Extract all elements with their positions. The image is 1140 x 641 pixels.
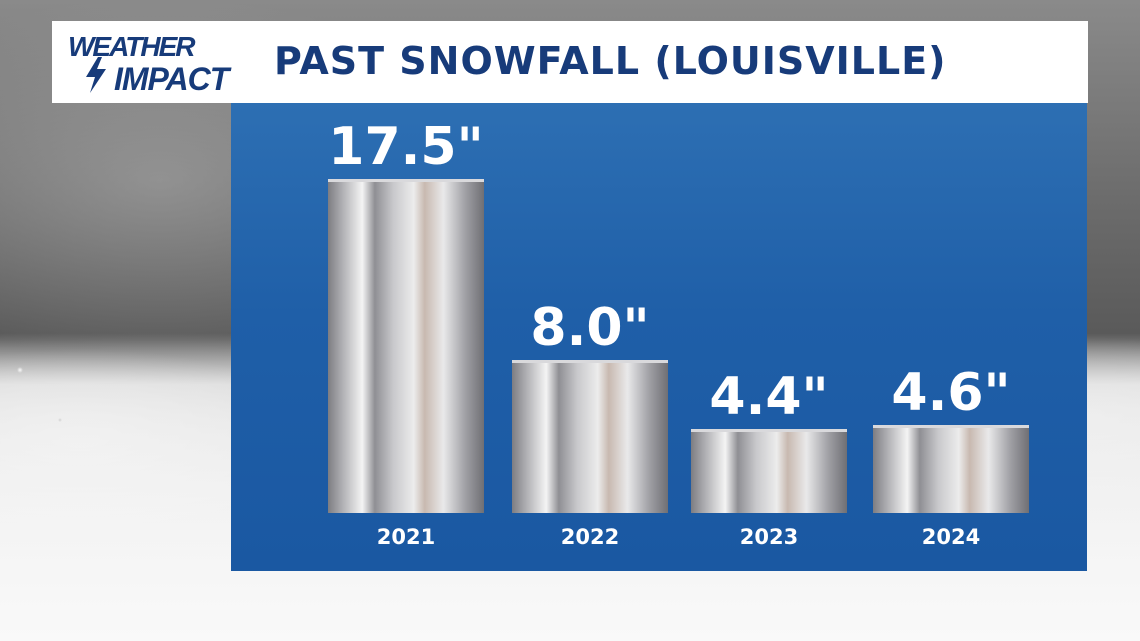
lightning-bolt-icon — [86, 57, 106, 93]
chart-panel: 17.5" 2021 8.0" 2022 4.4" 2023 4.6" 2024 — [231, 103, 1087, 571]
x-tick-label-2024: 2024 — [921, 525, 981, 549]
logo-line2: IMPACT — [114, 61, 229, 97]
value-label-2022: 8.0" — [530, 298, 650, 358]
bar-2024 — [873, 425, 1029, 513]
x-tick-label-2022: 2022 — [560, 525, 620, 549]
page-title: PAST SNOWFALL (LOUISVILLE) — [274, 39, 947, 83]
bar-2023 — [691, 429, 847, 513]
title-bar: WEATHER IMPACT PAST SNOWFALL (LOUISVILLE… — [52, 21, 1088, 103]
bar-2021 — [328, 179, 484, 513]
weather-impact-logo: WEATHER IMPACT — [66, 31, 262, 97]
logo-line1: WEATHER — [68, 31, 195, 62]
bar-2022 — [512, 360, 668, 513]
bar-top-edge — [512, 360, 668, 363]
x-tick-label-2023: 2023 — [739, 525, 799, 549]
value-label-2024: 4.6" — [891, 363, 1011, 423]
bar-top-edge — [873, 425, 1029, 428]
bar-top-edge — [328, 179, 484, 182]
bar-chart — [328, 179, 1029, 513]
bar-top-edge — [691, 429, 847, 432]
value-label-2023: 4.4" — [709, 367, 829, 427]
x-tick-label-2021: 2021 — [376, 525, 436, 549]
value-label-2021: 17.5" — [328, 117, 484, 177]
